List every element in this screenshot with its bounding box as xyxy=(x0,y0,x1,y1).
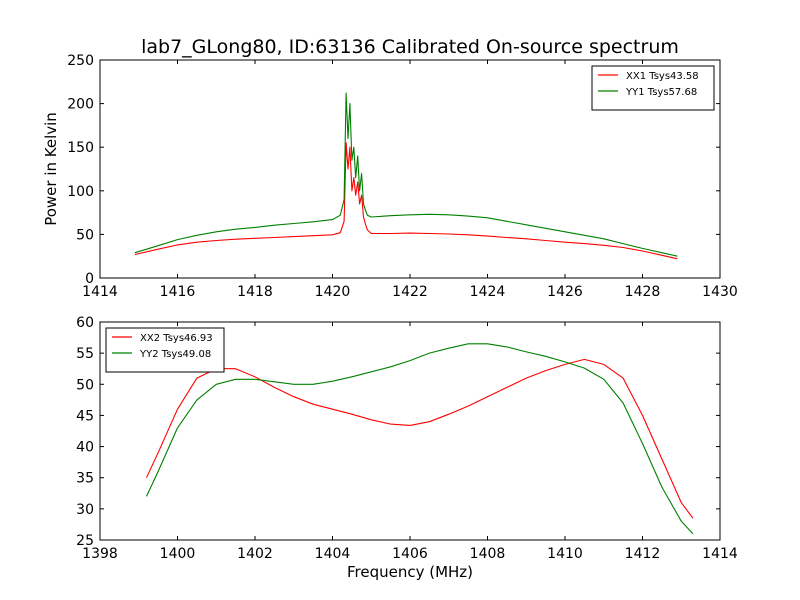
chart-title: lab7_GLong80, ID:63136 Calibrated On-sou… xyxy=(141,36,679,58)
x-tick-label: 1404 xyxy=(315,546,351,562)
y-tick-label: 50 xyxy=(76,227,94,243)
y-tick-label: 250 xyxy=(67,53,94,69)
x-axis-label: Frequency (MHz) xyxy=(347,563,473,581)
legend: XX2 Tsys46.93 YY2 Tsys49.08 xyxy=(105,327,225,373)
x-tick-label: 1412 xyxy=(625,546,661,562)
y-tick-label: 40 xyxy=(76,440,94,456)
x-tick-label: 1422 xyxy=(392,284,428,300)
x-tick-label: 1410 xyxy=(547,546,583,562)
y-tick-label: 200 xyxy=(67,97,94,113)
y-tick-label: 60 xyxy=(76,315,94,331)
series-line-1-1 xyxy=(146,343,694,535)
legend-box xyxy=(591,65,715,111)
y-tick-label: 0 xyxy=(85,271,94,287)
legend-label: XX2 Tsys46.93 xyxy=(140,333,213,344)
x-tick-label: 1420 xyxy=(315,284,351,300)
x-tick-label: 1424 xyxy=(470,284,506,300)
x-tick-label: 1406 xyxy=(392,546,428,562)
x-tick-label: 1414 xyxy=(82,284,118,300)
x-tick-label: 1402 xyxy=(237,546,273,562)
y-tick-label: 50 xyxy=(76,377,94,393)
y-tick-label: 55 xyxy=(76,346,94,362)
top-plot: 1414 1416 1418 1420 1422 1424 1426 1428 1430 0 50 1… xyxy=(42,53,738,300)
y-tick-label: 100 xyxy=(67,184,94,200)
y-tick-label: 35 xyxy=(76,471,94,487)
x-tick-label: 1400 xyxy=(160,546,196,562)
x-tick-label: 1408 xyxy=(470,546,506,562)
x-tick-label: 1430 xyxy=(702,284,738,300)
series-line-1-0 xyxy=(146,358,694,519)
x-tick-label: 1428 xyxy=(625,284,661,300)
series-line-0-0 xyxy=(134,142,678,260)
legend-box xyxy=(105,327,225,373)
y-tick-label: 150 xyxy=(67,140,94,156)
legend-label: YY1 Tsys57.68 xyxy=(625,87,697,98)
x-tick-label: 1416 xyxy=(160,284,196,300)
legend-label: YY2 Tsys49.08 xyxy=(139,349,211,360)
x-tick-label: 1398 xyxy=(82,546,118,562)
x-tick-label: 1426 xyxy=(547,284,583,300)
legend-label: XX1 Tsys43.58 xyxy=(626,71,699,82)
y-tick-label: 30 xyxy=(76,502,94,518)
y-tick-label: 25 xyxy=(76,533,94,549)
x-tick-label: 1414 xyxy=(702,546,738,562)
y-axis-label: Power in Kelvin xyxy=(42,112,60,226)
legend: XX1 Tsys43.58 YY1 Tsys57.68 xyxy=(591,65,715,111)
y-tick-label: 45 xyxy=(76,408,94,424)
bottom-plot: 1398 1400 1402 1404 1406 1408 1410 1412 1414 25 30… xyxy=(76,315,738,581)
x-tick-label: 1418 xyxy=(237,284,273,300)
series-line-0-1 xyxy=(134,92,678,257)
